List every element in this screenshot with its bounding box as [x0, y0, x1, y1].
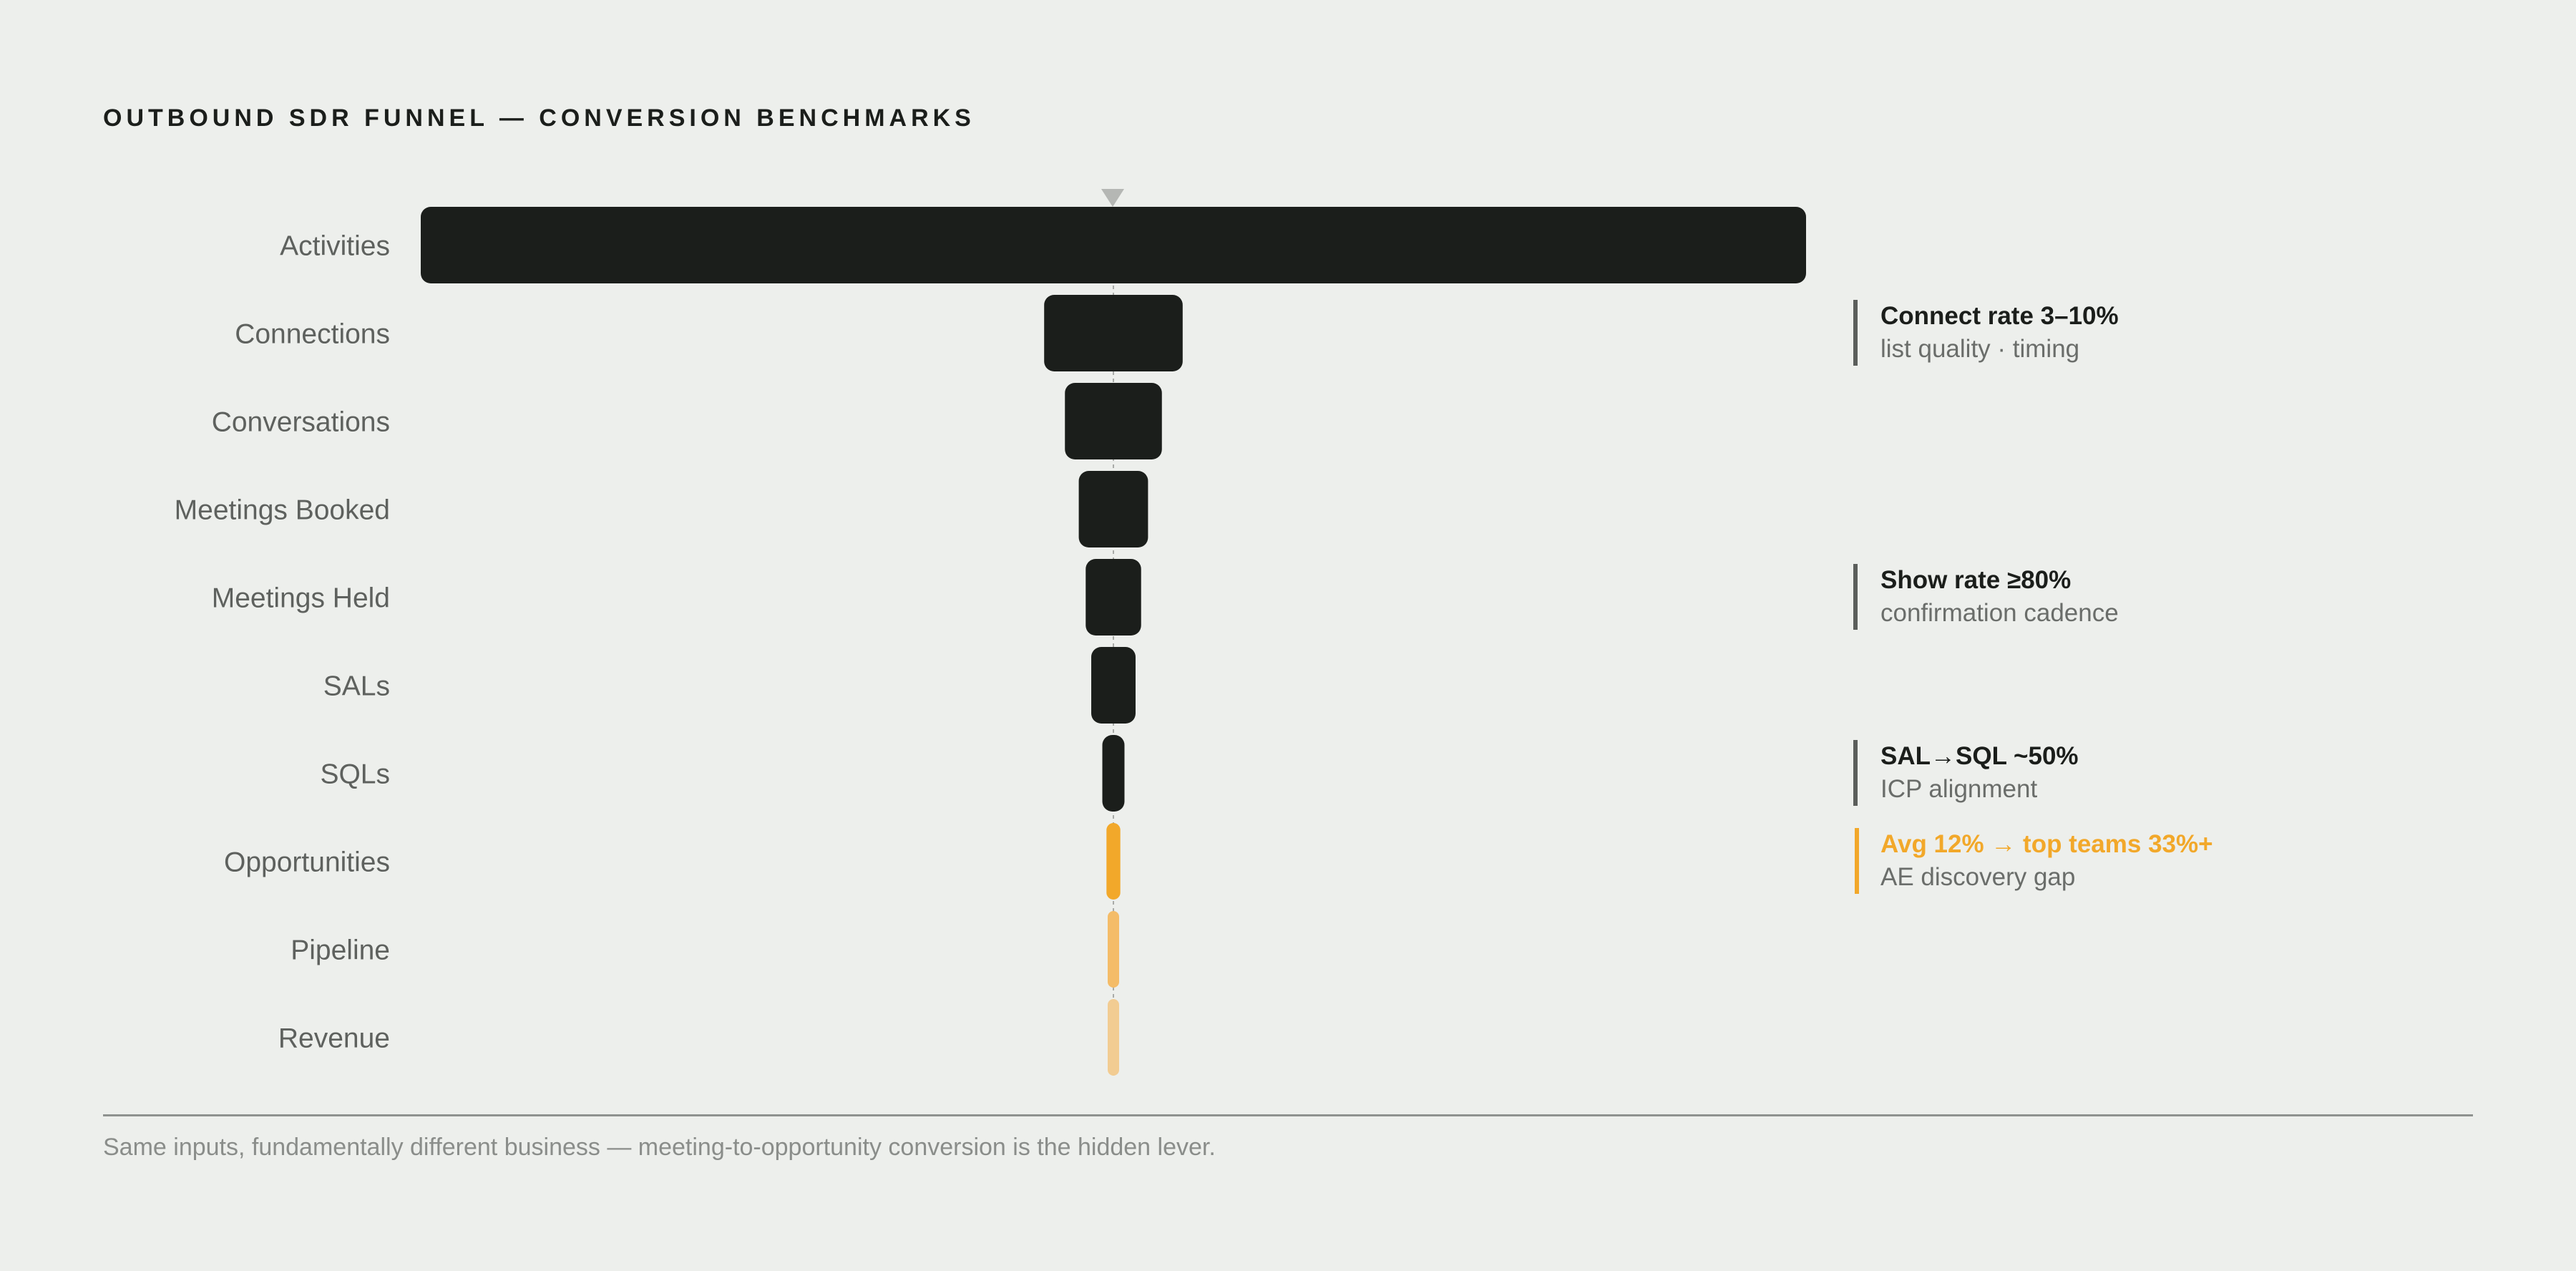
center-marker-icon: [1101, 189, 1124, 207]
stage-label-meetings-held: Meetings Held: [212, 583, 390, 614]
stage-label-sqls: SQLs: [320, 759, 390, 790]
annotation-title: Connect rate 3–10%: [1880, 302, 2119, 330]
funnel-chart: Activities Connections Conversations Meetin…: [175, 189, 1806, 1076]
stage-label-opportunities: Opportunities: [224, 847, 390, 878]
funnel-bar-activities: [421, 207, 1806, 283]
stage-label-sals: SALs: [323, 671, 390, 702]
annotation-subtitle: AE discovery gap: [1880, 863, 2076, 891]
annotation-title: Avg 12% → top teams 33%+: [1880, 830, 2213, 858]
funnel-bar-connections: [1044, 295, 1183, 371]
annotation-sqls: SAL→SQL ~50% ICP alignment: [1853, 740, 2079, 806]
funnel-bar-pipeline: [1108, 911, 1119, 988]
funnel-bar-revenue: [1108, 999, 1119, 1076]
stage-label-activities: Activities: [280, 231, 390, 262]
funnel-bar-sqls: [1102, 735, 1125, 812]
footer-divider: [103, 1114, 2473, 1116]
stage-label-conversations: Conversations: [212, 407, 390, 438]
annotation-meetings-held: Show rate ≥80% confirmation cadence: [1853, 564, 2119, 630]
funnel-bar-meetings-booked: [1078, 471, 1148, 547]
stage-label-revenue: Revenue: [278, 1023, 390, 1054]
stage-label-pipeline: Pipeline: [291, 935, 390, 966]
annotation-subtitle: ICP alignment: [1880, 775, 2038, 803]
annotation-title: Show rate ≥80%: [1880, 566, 2072, 594]
stage-label-connections: Connections: [235, 319, 390, 350]
funnel-bar-conversations: [1065, 383, 1162, 459]
funnel-bar-meetings-held: [1085, 559, 1141, 636]
funnel-bars: [421, 207, 1806, 1076]
stage-label-meetings-booked: Meetings Booked: [175, 495, 390, 526]
annotation-subtitle: list quality · timing: [1880, 335, 2080, 363]
annotation-opportunities: Avg 12% → top teams 33%+ AE discovery gap: [1855, 828, 2213, 894]
annotation-subtitle: confirmation cadence: [1880, 599, 2119, 627]
annotation-title: SAL→SQL ~50%: [1880, 742, 2079, 770]
chart-title: OUTBOUND SDR FUNNEL — CONVERSION BENCHMA…: [103, 104, 975, 132]
stage-labels: Activities Connections Conversations Meetin…: [175, 231, 390, 1054]
footer-note: Same inputs, fundamentally different bus…: [103, 1134, 1216, 1161]
funnel-bar-opportunities: [1106, 823, 1121, 900]
funnel-bar-sals: [1091, 647, 1136, 724]
annotation-connections: Connect rate 3–10% list quality · timing: [1853, 300, 2119, 366]
